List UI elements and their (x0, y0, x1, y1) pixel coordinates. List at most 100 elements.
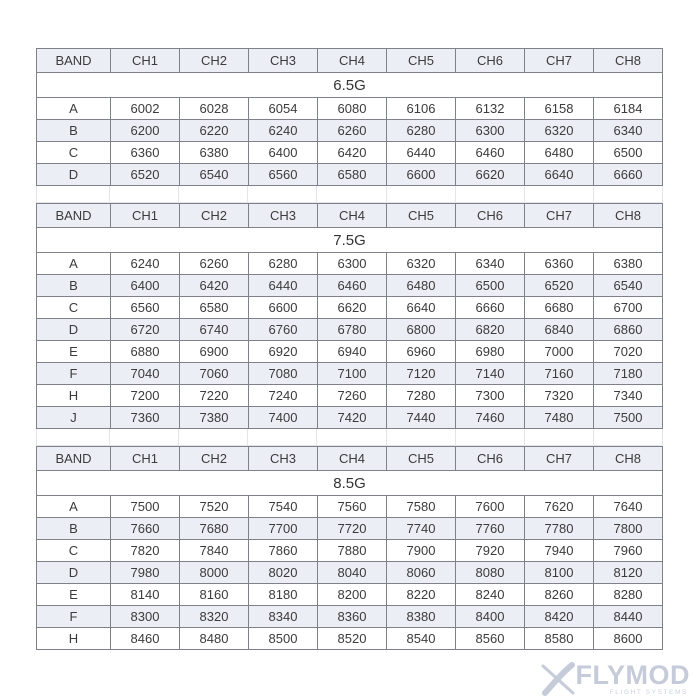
frequency-table-6.5G: 6.5G BAND CH1 CH2 CH3 CH4 CH5 CH6 CH7 CH8 A 6002 602… (36, 48, 663, 186)
table-row: E 6880 6900 6920 6940 6960 6980 7000 7020 (36, 340, 663, 363)
table-row: D 7980 8000 8020 8040 8060 8080 8100 8120 (36, 561, 663, 584)
frequency-cell: 7360 (110, 406, 180, 429)
frequency-cell: 7500 (110, 495, 180, 518)
frequency-cell: 8380 (386, 605, 456, 628)
ghost-cell (317, 429, 387, 445)
frequency-cell: 6520 (110, 163, 180, 186)
frequency-cell: 8240 (455, 583, 525, 606)
header-row: BAND CH1 CH2 CH3 CH4 CH5 CH6 CH7 CH8 (36, 48, 663, 73)
frequency-cell: 6440 (248, 274, 318, 297)
frequency-cell: 8220 (386, 583, 456, 606)
frequency-cell: 6480 (386, 274, 456, 297)
ghost-cell (387, 429, 456, 445)
frequency-cell: 6600 (248, 296, 318, 319)
table-row: F 8300 8320 8340 8360 8380 8400 8420 8440 (36, 605, 663, 628)
column-header: CH4 (317, 446, 387, 471)
frequency-cell: 8300 (110, 605, 180, 628)
header-row: BAND CH1 CH2 CH3 CH4 CH5 CH6 CH7 CH8 (36, 203, 663, 228)
band-label-cell: B (36, 274, 111, 297)
frequency-cell: 6440 (386, 141, 456, 164)
frequency-cell: 6620 (455, 163, 525, 186)
frequency-cell: 8320 (179, 605, 249, 628)
ghost-cell (456, 429, 525, 445)
frequency-cell: 7660 (110, 517, 180, 540)
frequency-cell: 8500 (248, 627, 318, 650)
column-header: CH5 (386, 446, 456, 471)
flymod-logo: FLYMOD FLIGHT SYSTEMS (537, 660, 690, 698)
frequency-cell: 6400 (110, 274, 180, 297)
table-row: C 6560 6580 6600 6620 6640 6660 6680 6700 (36, 296, 663, 319)
ghost-cell (387, 186, 456, 202)
frequency-cell: 7840 (179, 539, 249, 562)
ghost-cell (594, 186, 663, 202)
frequency-cell: 7620 (524, 495, 594, 518)
frequency-cell: 6980 (455, 340, 525, 363)
frequency-cell: 6300 (317, 252, 387, 275)
frequency-cell: 8560 (455, 627, 525, 650)
frequency-cell: 8400 (455, 605, 525, 628)
frequency-cell: 6560 (110, 296, 180, 319)
header-row: BAND CH1 CH2 CH3 CH4 CH5 CH6 CH7 CH8 (36, 446, 663, 471)
frequency-cell: 7800 (593, 517, 663, 540)
frequency-cell: 7280 (386, 384, 456, 407)
frequency-cell: 8200 (317, 583, 387, 606)
frequency-cell: 6520 (524, 274, 594, 297)
frequency-cell: 6320 (524, 119, 594, 142)
column-header: CH6 (455, 446, 525, 471)
table-row: A 6002 6028 6054 6080 6106 6132 6158 6184 (36, 97, 663, 120)
column-header: CH3 (248, 203, 318, 228)
frequency-cell: 6580 (317, 163, 387, 186)
frequency-cell: 6900 (179, 340, 249, 363)
frequency-cell: 7380 (179, 406, 249, 429)
frequency-cell: 7460 (455, 406, 525, 429)
table-row: F 7040 7060 7080 7100 7120 7140 7160 7180 (36, 362, 663, 385)
table-title: 8.5G (36, 470, 663, 496)
frequency-cell: 6158 (524, 97, 594, 120)
frequency-cell: 8260 (524, 583, 594, 606)
frequency-cell: 7420 (317, 406, 387, 429)
frequency-cell: 6002 (110, 97, 180, 120)
frequency-cell: 8180 (248, 583, 318, 606)
frequency-cell: 6320 (386, 252, 456, 275)
frequency-cell: 6240 (248, 119, 318, 142)
band-label-cell: F (36, 362, 111, 385)
frequency-cell: 7600 (455, 495, 525, 518)
frequency-table-8.5G: 8.5G BAND CH1 CH2 CH3 CH4 CH5 CH6 CH7 CH8 A 7500 752… (36, 446, 663, 650)
table-row: E 8140 8160 8180 8200 8220 8240 8260 8280 (36, 583, 663, 606)
column-header: CH3 (248, 446, 318, 471)
column-header: BAND (36, 48, 111, 73)
frequency-cell: 6080 (317, 97, 387, 120)
table-row: B 6400 6420 6440 6460 6480 6500 6520 6540 (36, 274, 663, 297)
frequency-cell: 7200 (110, 384, 180, 407)
logo-tagline: FLIGHT SYSTEMS (609, 688, 688, 696)
frequency-cell: 7540 (248, 495, 318, 518)
band-label-cell: C (36, 296, 111, 319)
table-row: A 6240 6260 6280 6300 6320 6340 6360 6380 (36, 252, 663, 275)
ghost-cell (456, 186, 525, 202)
table-row: D 6520 6540 6560 6580 6600 6620 6640 6660 (36, 163, 663, 186)
table-row: C 7820 7840 7860 7880 7900 7920 7940 7960 (36, 539, 663, 562)
band-label-cell: E (36, 340, 111, 363)
table-title: 6.5G (36, 72, 663, 98)
band-label-cell: C (36, 539, 111, 562)
logo-name: FLYMOD (575, 659, 690, 690)
frequency-cell: 8440 (593, 605, 663, 628)
frequency-cell: 6720 (110, 318, 180, 341)
column-header: CH2 (179, 48, 249, 73)
frequency-cell: 6960 (386, 340, 456, 363)
frequency-cell: 7700 (248, 517, 318, 540)
band-label-cell: J (36, 406, 111, 429)
frequency-cell: 7560 (317, 495, 387, 518)
column-header: CH6 (455, 48, 525, 73)
band-label-cell: B (36, 119, 111, 142)
frequency-cell: 6860 (593, 318, 663, 341)
frequency-cell: 7320 (524, 384, 594, 407)
frequency-cell: 7300 (455, 384, 525, 407)
frequency-cell: 7640 (593, 495, 663, 518)
frequency-cell: 6106 (386, 97, 456, 120)
frequency-cell: 6132 (455, 97, 525, 120)
frequency-cell: 6880 (110, 340, 180, 363)
frequency-cell: 6840 (524, 318, 594, 341)
frequency-cell: 6260 (179, 252, 249, 275)
frequency-cell: 7260 (317, 384, 387, 407)
